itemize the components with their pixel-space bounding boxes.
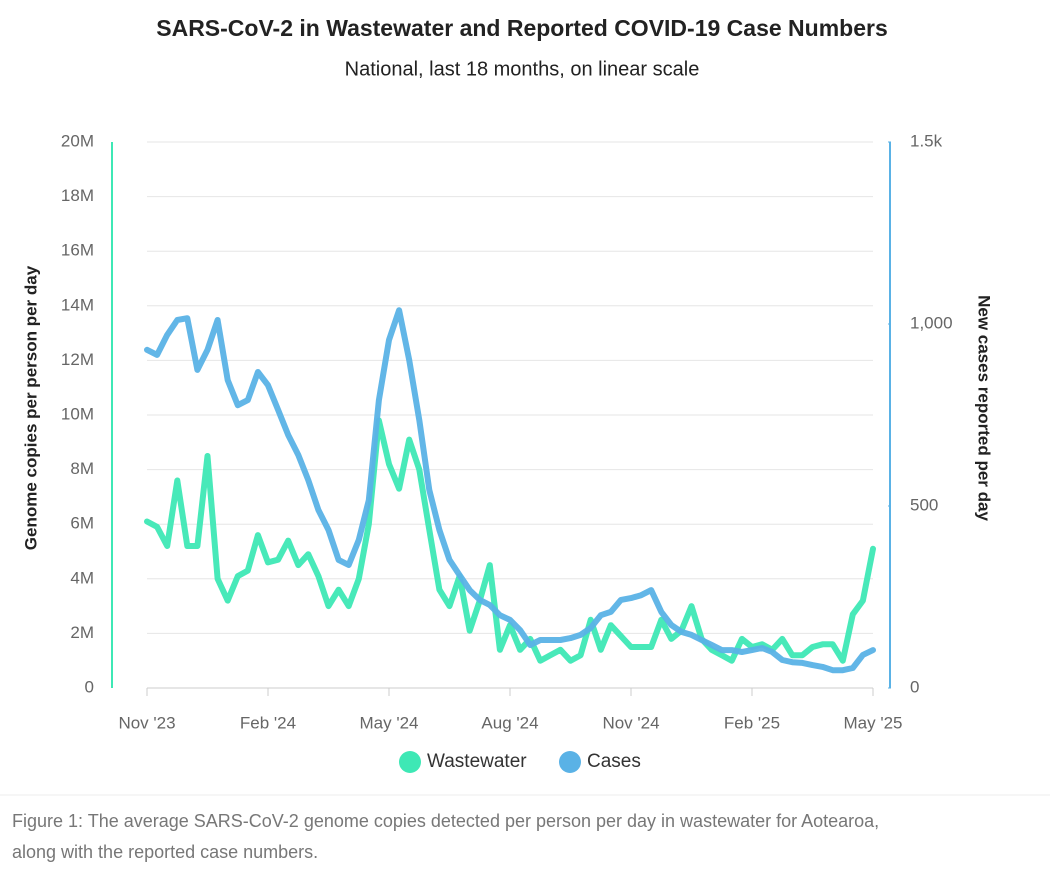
chart-subtitle: National, last 18 months, on linear scal…: [345, 58, 700, 80]
y2-tick-label: 0: [910, 677, 919, 696]
line-cases: [144, 307, 876, 674]
y-tick-label: 12M: [61, 350, 94, 369]
y2-tick-label: 1,000: [910, 313, 953, 332]
y-tick-label: 8M: [70, 459, 94, 478]
y-tick-label: 6M: [70, 514, 94, 533]
y-tick-label: 18M: [61, 186, 94, 205]
y-tick-label: 14M: [61, 295, 94, 314]
x-tick-label: Feb '25: [724, 713, 780, 732]
x-tick-label: May '24: [360, 713, 419, 732]
y-axis-title: Genome copies per person per day: [21, 265, 40, 550]
y-tick-label: 20M: [61, 131, 94, 150]
x-tick-label: May '25: [844, 713, 903, 732]
y-tick-label: 16M: [61, 241, 94, 260]
legend-marker: [399, 751, 421, 773]
legend-label: Wastewater: [427, 751, 527, 772]
legend-marker: [559, 751, 581, 773]
y-tick-label: 4M: [70, 568, 94, 587]
chart-title: SARS-CoV-2 in Wastewater and Reported CO…: [156, 15, 888, 41]
legend-label: Cases: [587, 751, 641, 772]
y-tick-label: 10M: [61, 404, 94, 423]
y-tick-label: 2M: [70, 623, 94, 642]
caption: Figure 1: The average SARS-CoV-2 genome …: [12, 811, 879, 831]
line-wastewater: [144, 417, 876, 664]
y2-axis-title: New cases reported per day: [975, 295, 994, 521]
y2-tick-label: 500: [910, 495, 938, 514]
caption: along with the reported case numbers.: [12, 842, 318, 862]
x-tick-label: Aug '24: [481, 713, 538, 732]
y-tick-label: 0: [85, 677, 94, 696]
x-tick-label: Nov '24: [602, 713, 659, 732]
x-tick-label: Feb '24: [240, 713, 296, 732]
x-tick-label: Nov '23: [118, 713, 175, 732]
y2-tick-label: 1.5k: [910, 131, 943, 150]
